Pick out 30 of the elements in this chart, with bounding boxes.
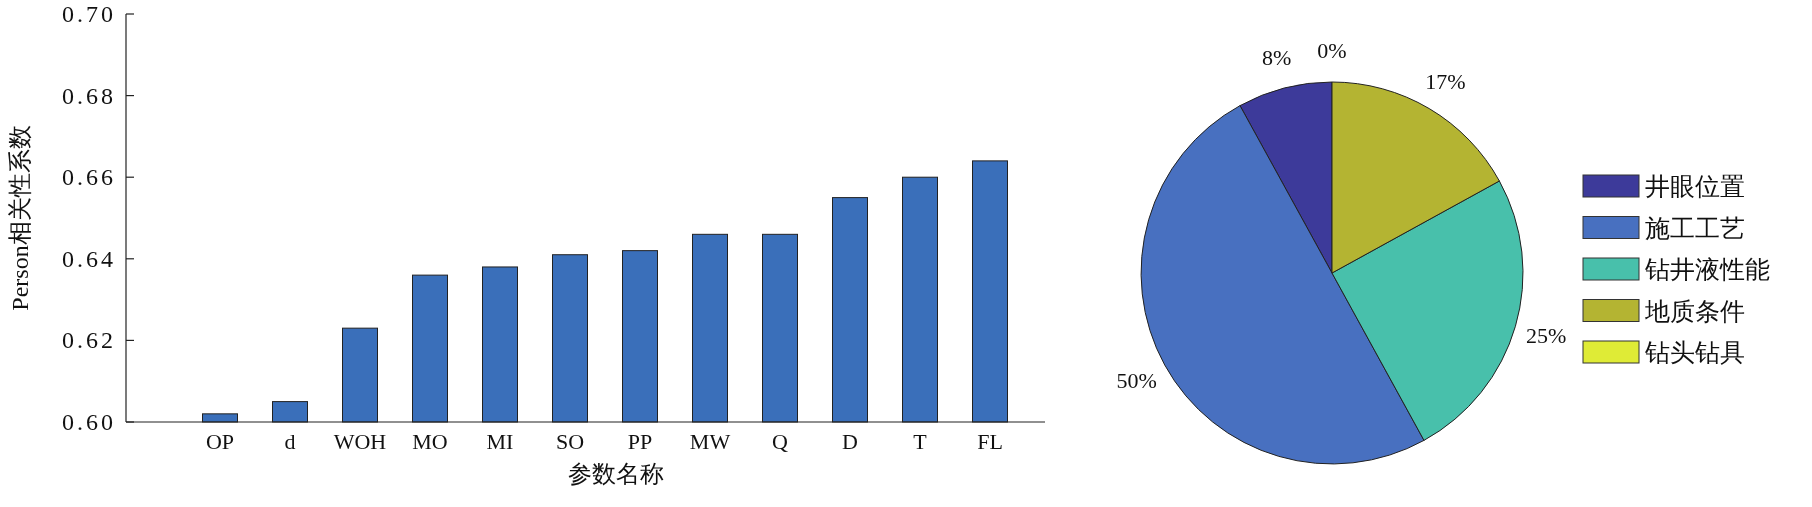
legend-label: 井眼位置	[1645, 173, 1745, 200]
x-tick-label: MI	[486, 429, 514, 454]
legend-label: 钻头钻具	[1644, 339, 1745, 366]
legend-label: 钻井液性能	[1644, 256, 1770, 283]
legend-label: 施工工艺	[1645, 214, 1745, 242]
x-tick-label: MO	[412, 429, 448, 454]
x-tick-label: d	[284, 429, 296, 454]
x-tick-label: OP	[205, 429, 235, 454]
y-tick-label: 0.60	[62, 409, 116, 435]
x-tick-label: MW	[689, 429, 731, 454]
x-tick-label: FL	[977, 429, 1003, 454]
x-tick-label: PP	[627, 429, 653, 454]
y-tick-label: 0.64	[62, 245, 116, 272]
y-axis-title: Person相关性系数	[7, 125, 33, 311]
x-tick-label: D	[842, 429, 858, 454]
data-label: 8%	[1261, 45, 1292, 71]
x-axis-title: 参数名称	[567, 461, 664, 487]
data-label: 50%	[1116, 368, 1157, 394]
y-tick-label: 0.70	[62, 1, 116, 27]
x-tick-label: SO	[555, 429, 585, 454]
text: 0%	[1317, 38, 1347, 63]
x-tick-label: Q	[772, 429, 789, 454]
data-label: 25%	[1525, 323, 1567, 349]
y-tick-label: 0.62	[62, 327, 116, 354]
legend-label: 地质条件	[1644, 297, 1745, 325]
y-tick-label: 0.66	[62, 164, 116, 191]
x-tick-label: WOH	[333, 429, 387, 454]
data-label: 17%	[1425, 69, 1466, 95]
x-tick-label: T	[913, 429, 928, 454]
y-tick-label: 0.68	[62, 82, 116, 109]
